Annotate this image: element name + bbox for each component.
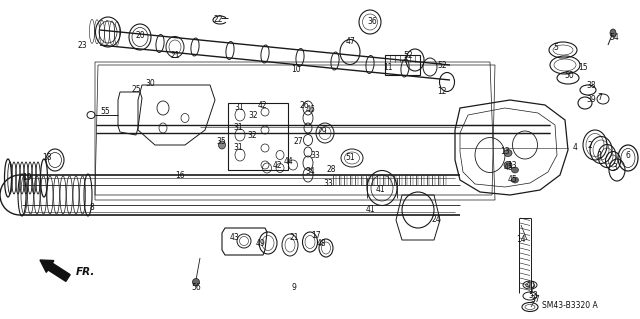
Text: 55: 55 <box>100 108 110 116</box>
Text: 52: 52 <box>437 61 447 70</box>
Text: 48: 48 <box>316 239 326 248</box>
Ellipse shape <box>610 29 616 37</box>
Text: 20: 20 <box>135 32 145 41</box>
Text: 2: 2 <box>588 140 593 150</box>
Ellipse shape <box>218 141 225 149</box>
Text: 25: 25 <box>131 85 141 94</box>
Text: 39: 39 <box>586 95 596 105</box>
Text: 32: 32 <box>247 130 257 139</box>
Text: 44: 44 <box>284 158 294 167</box>
Text: 17: 17 <box>311 231 321 240</box>
Text: 47: 47 <box>346 38 356 47</box>
Text: 52: 52 <box>403 50 413 60</box>
Text: 31: 31 <box>234 103 244 113</box>
Ellipse shape <box>511 177 518 183</box>
Text: 45: 45 <box>508 175 518 184</box>
Text: 51: 51 <box>345 153 355 162</box>
Text: 6: 6 <box>625 151 630 160</box>
Text: 53: 53 <box>528 291 538 300</box>
Text: 5: 5 <box>554 43 559 53</box>
Text: 1: 1 <box>598 151 602 160</box>
Text: 42: 42 <box>257 100 267 109</box>
Text: 8: 8 <box>90 204 94 212</box>
Text: 13: 13 <box>500 147 510 157</box>
Text: 38: 38 <box>586 80 596 90</box>
Text: 40: 40 <box>526 280 536 290</box>
Text: 31: 31 <box>233 123 243 132</box>
Text: SM43-B3320 A: SM43-B3320 A <box>542 301 598 310</box>
Ellipse shape <box>193 278 200 286</box>
Text: 32: 32 <box>248 110 258 120</box>
Text: 9: 9 <box>292 283 296 292</box>
Text: FR.: FR. <box>76 267 95 277</box>
Ellipse shape <box>511 167 518 173</box>
Text: 46: 46 <box>305 106 315 115</box>
Text: 28: 28 <box>326 166 336 174</box>
Text: 21: 21 <box>289 233 299 241</box>
Ellipse shape <box>504 161 512 168</box>
Text: 50: 50 <box>564 70 574 79</box>
Text: 54: 54 <box>609 33 619 42</box>
Text: 16: 16 <box>175 170 185 180</box>
Text: 13: 13 <box>507 160 517 169</box>
Text: 56: 56 <box>191 283 201 292</box>
Text: 36: 36 <box>367 18 377 26</box>
Text: 4: 4 <box>573 144 577 152</box>
Text: 15: 15 <box>578 63 588 71</box>
Text: 41: 41 <box>375 186 385 195</box>
Text: 19: 19 <box>22 174 32 182</box>
Text: 33: 33 <box>323 179 333 188</box>
Text: 31: 31 <box>233 144 243 152</box>
Text: 21: 21 <box>170 50 180 60</box>
Text: 22: 22 <box>213 16 223 25</box>
Text: 34: 34 <box>305 167 315 176</box>
FancyArrow shape <box>40 260 70 281</box>
Text: 49: 49 <box>255 239 265 248</box>
Text: 29: 29 <box>317 128 327 137</box>
Text: 26: 26 <box>299 100 309 109</box>
Text: 24: 24 <box>431 216 441 225</box>
Ellipse shape <box>504 150 512 157</box>
Text: 33: 33 <box>310 151 320 160</box>
Text: 30: 30 <box>145 78 155 87</box>
Text: 18: 18 <box>42 153 52 162</box>
Text: 11: 11 <box>383 63 393 71</box>
Text: 7: 7 <box>598 93 602 102</box>
Text: 43: 43 <box>230 234 240 242</box>
Text: 45: 45 <box>503 164 513 173</box>
Text: 10: 10 <box>291 65 301 75</box>
Text: 42: 42 <box>272 160 282 169</box>
Text: 23: 23 <box>77 41 87 49</box>
Text: 41: 41 <box>365 205 375 214</box>
Text: 37: 37 <box>530 295 540 305</box>
Text: 14: 14 <box>516 235 526 244</box>
Text: 27: 27 <box>293 137 303 146</box>
Text: 35: 35 <box>216 137 226 146</box>
Text: 3: 3 <box>612 164 618 173</box>
Text: 12: 12 <box>437 87 447 97</box>
